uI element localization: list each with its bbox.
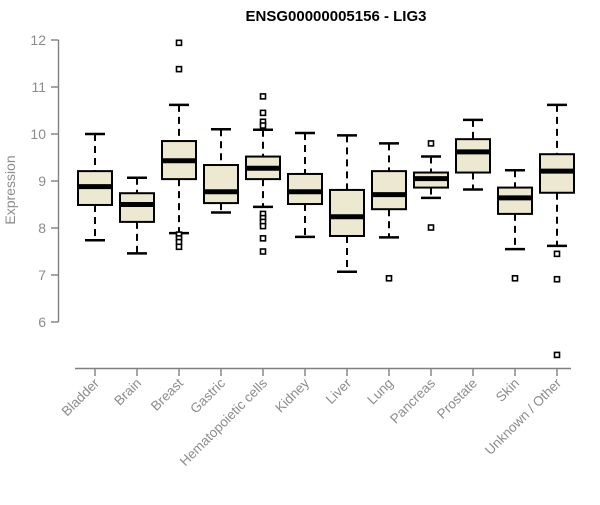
x-category-label: Prostate [434, 376, 480, 422]
outlier-point [259, 235, 267, 242]
y-tick-label: 9 [38, 173, 46, 189]
box-group-lung [371, 142, 407, 282]
box-group-kidney [287, 131, 323, 239]
y-tick-label: 11 [31, 79, 46, 95]
box-group-hematopoietic-cells [245, 93, 281, 255]
outlier-point [427, 140, 435, 147]
outlier-point [553, 250, 561, 258]
box-group-liver [329, 134, 365, 273]
x-category-label: Brain [111, 376, 144, 409]
y-tick-label: 12 [30, 32, 46, 48]
x-category-label: Bladder [59, 375, 103, 419]
outlier-point [259, 222, 267, 230]
iqr-box [203, 164, 239, 205]
x-category-label: Liver [323, 375, 355, 407]
y-axis: 6 7 8 9 10 11 12 [30, 32, 60, 330]
y-tick-label: 7 [38, 267, 46, 283]
outlier-point [511, 274, 519, 282]
outlier-point [553, 275, 561, 283]
iqr-box [497, 186, 533, 215]
y-tick-label: 8 [38, 220, 46, 236]
outlier-point [553, 351, 561, 359]
box-group-gastric [203, 128, 239, 214]
box-group-unknown-other [539, 103, 575, 359]
x-category-label: Breast [148, 375, 186, 413]
outlier-point [175, 65, 183, 73]
x-category-label: Unknown / Other [482, 375, 565, 458]
box-group-prostate [455, 118, 491, 191]
x-category-label: Gastric [187, 375, 228, 416]
y-axis-label: Expression [2, 155, 18, 224]
outlier-point [259, 248, 267, 255]
outlier-point [259, 109, 267, 117]
outlier-point [175, 243, 183, 251]
iqr-box [371, 170, 407, 211]
box-group-skin [497, 168, 533, 282]
x-category-label: Pancreas [387, 375, 438, 426]
iqr-box [455, 138, 491, 174]
outlier-point [259, 122, 267, 129]
iqr-box [287, 172, 323, 206]
outlier-point [259, 93, 267, 100]
iqr-box [119, 192, 155, 223]
box-group-pancreas [413, 140, 449, 231]
outlier-point [175, 39, 183, 47]
y-tick-label: 10 [30, 126, 46, 142]
box-group-brain [119, 176, 155, 255]
y-tick-label: 6 [38, 314, 46, 330]
boxplot-series [77, 39, 575, 359]
x-category-label: Kidney [272, 375, 312, 415]
x-category-label: Lung [364, 376, 396, 408]
box-group-breast [161, 39, 197, 251]
x-category-label: Skin [493, 376, 522, 405]
outlier-point [385, 274, 393, 282]
iqr-box [329, 188, 365, 237]
box-group-bladder [77, 132, 113, 242]
outlier-point [427, 224, 435, 231]
chart-title: ENSG00000005156 - LIG3 [246, 8, 427, 25]
